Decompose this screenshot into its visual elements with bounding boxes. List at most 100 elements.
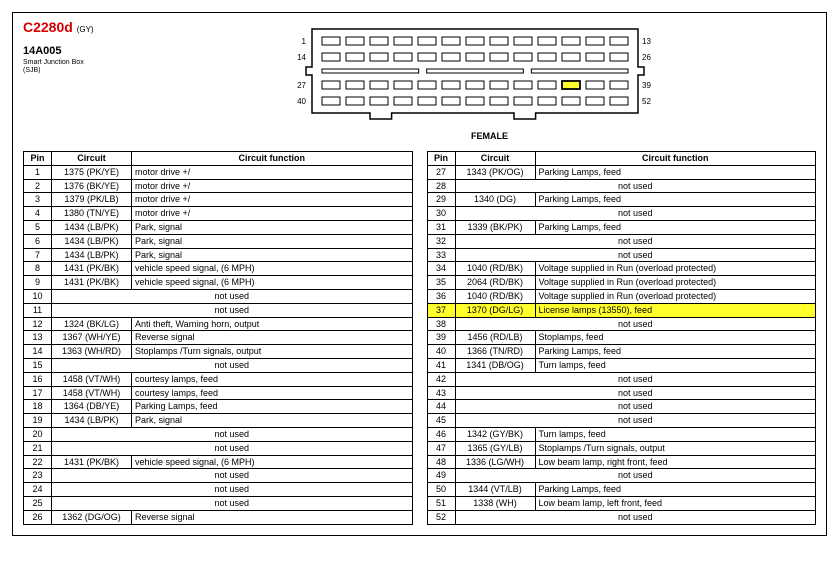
cell-pin: 10: [24, 289, 52, 303]
cell-pin: 25: [24, 496, 52, 510]
cell-pin: 51: [427, 496, 455, 510]
connector-pin: [370, 97, 388, 105]
table-row: 161458 (VT/WH)courtesy lamps, feed: [24, 372, 413, 386]
table-row: 141363 (WH/RD)Stoplamps /Turn signals, o…: [24, 345, 413, 359]
connector-pin: [562, 97, 580, 105]
connector-pin: [370, 81, 388, 89]
cell-notused: not used: [455, 207, 816, 221]
cell-pin: 13: [24, 331, 52, 345]
cell-pin: 9: [24, 276, 52, 290]
table-row: 25not used: [24, 496, 413, 510]
cell-pin: 41: [427, 358, 455, 372]
cell-pin: 21: [24, 441, 52, 455]
connector-pin: [586, 81, 604, 89]
cell-pin: 20: [24, 427, 52, 441]
cell-circuit: 1434 (LB/PK): [52, 248, 132, 262]
cell-function: Voltage supplied in Run (overload protec…: [535, 262, 816, 276]
cell-pin: 42: [427, 372, 455, 386]
table-row: 49not used: [427, 469, 816, 483]
connector-pin: [394, 53, 412, 61]
cell-function: Low beam lamp, left front, feed: [535, 496, 816, 510]
connector-pin: [562, 37, 580, 45]
cell-notused: not used: [52, 303, 413, 317]
cell-pin: 40: [427, 345, 455, 359]
cell-function: Reverse signal: [132, 331, 413, 345]
cell-circuit: 1040 (RD/BK): [455, 289, 535, 303]
connector-pin: [370, 37, 388, 45]
table-row: 501344 (VT/LB)Parking Lamps, feed: [427, 483, 816, 497]
cell-notused: not used: [455, 510, 816, 524]
cell-notused: not used: [455, 414, 816, 428]
cell-function: Park, signal: [132, 414, 413, 428]
connector-pin: [586, 37, 604, 45]
cell-circuit: 1342 (GY/BK): [455, 427, 535, 441]
table-row: 20not used: [24, 427, 413, 441]
cell-pin: 16: [24, 372, 52, 386]
th-circuit: Circuit: [455, 152, 535, 166]
cell-function: Stoplamps /Turn signals, output: [535, 441, 816, 455]
cell-circuit: 1366 (TN/RD): [455, 345, 535, 359]
table-row: 28not used: [427, 179, 816, 193]
cell-circuit: 1363 (WH/RD): [52, 345, 132, 359]
table-row: 15not used: [24, 358, 413, 372]
cell-function: Parking Lamps, feed: [535, 193, 816, 207]
table-row: 261362 (DG/OG)Reverse signal: [24, 510, 413, 524]
tables-container: Pin Circuit Circuit function 11375 (PK/Y…: [23, 151, 816, 525]
cell-pin: 24: [24, 483, 52, 497]
table-row: 391456 (RD/LB)Stoplamps, feed: [427, 331, 816, 345]
cell-notused: not used: [52, 427, 413, 441]
connector-pin: [466, 53, 484, 61]
connector-pin: [442, 37, 460, 45]
gy-label: (GY): [77, 25, 94, 34]
cell-pin: 12: [24, 317, 52, 331]
table-row: 43not used: [427, 386, 816, 400]
connector-diagram: 113142627394052 FEMALE: [163, 19, 816, 141]
cell-function: courtesy lamps, feed: [132, 386, 413, 400]
connector-pin: [322, 53, 340, 61]
connector-pin: [514, 97, 532, 105]
connector-pin: [514, 37, 532, 45]
connector-pin: [394, 81, 412, 89]
cell-circuit: 1343 (PK/OG): [455, 165, 535, 179]
cell-circuit: 1364 (DB/YE): [52, 400, 132, 414]
cell-function: Low beam lamp, right front, feed: [535, 455, 816, 469]
row-label-right: 26: [642, 53, 651, 62]
th-circuit: Circuit: [52, 152, 132, 166]
table-row: 61434 (LB/PK)Park, signal: [24, 234, 413, 248]
table-row: 352064 (RD/BK)Voltage supplied in Run (o…: [427, 276, 816, 290]
cell-notused: not used: [52, 483, 413, 497]
table-row: 23not used: [24, 469, 413, 483]
connector-pin: [538, 53, 556, 61]
connector-pin: [490, 37, 508, 45]
cell-pin: 29: [427, 193, 455, 207]
connector-pin: [442, 97, 460, 105]
cell-circuit: 1456 (RD/LB): [455, 331, 535, 345]
row-label-left: 1: [301, 37, 306, 46]
cell-circuit: 1431 (PK/BK): [52, 262, 132, 276]
cell-pin: 44: [427, 400, 455, 414]
connector-pin: [346, 53, 364, 61]
table-row: 171458 (VT/WH)courtesy lamps, feed: [24, 386, 413, 400]
cell-pin: 43: [427, 386, 455, 400]
connector-pin: [466, 37, 484, 45]
cell-function: courtesy lamps, feed: [132, 372, 413, 386]
cell-function: motor drive +/: [132, 207, 413, 221]
row-label-left: 14: [297, 53, 306, 62]
table-row: 32not used: [427, 234, 816, 248]
cell-pin: 38: [427, 317, 455, 331]
cell-pin: 32: [427, 234, 455, 248]
cell-circuit: 1431 (PK/BK): [52, 276, 132, 290]
cell-function: vehicle speed signal, (6 MPH): [132, 276, 413, 290]
connector-pin: [490, 81, 508, 89]
table-row: 311339 (BK/PK)Parking Lamps, feed: [427, 220, 816, 234]
connector-pin: [610, 37, 628, 45]
cell-pin: 46: [427, 427, 455, 441]
connector-pin: [442, 81, 460, 89]
connector-pin: [514, 81, 532, 89]
table-row: 371370 (DG/LG)License lamps (13550), fee…: [427, 303, 816, 317]
row-label-right: 39: [642, 81, 651, 90]
connector-svg: 113142627394052: [270, 19, 710, 129]
cell-pin: 36: [427, 289, 455, 303]
th-func: Circuit function: [535, 152, 816, 166]
cell-function: Park, signal: [132, 220, 413, 234]
